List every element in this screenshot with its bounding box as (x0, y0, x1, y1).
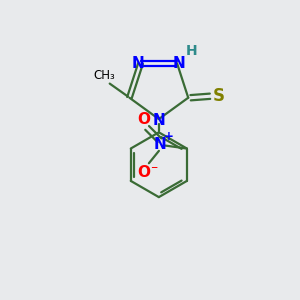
Text: N: N (154, 136, 167, 152)
Text: O: O (138, 165, 151, 180)
Text: S: S (212, 87, 224, 105)
Text: CH₃: CH₃ (93, 69, 115, 82)
Text: N: N (152, 113, 165, 128)
Text: N: N (173, 56, 186, 71)
Text: +: + (164, 130, 173, 143)
Text: O: O (138, 112, 151, 127)
Text: ⁻: ⁻ (150, 163, 158, 177)
Text: H: H (185, 44, 197, 58)
Text: N: N (132, 56, 145, 71)
